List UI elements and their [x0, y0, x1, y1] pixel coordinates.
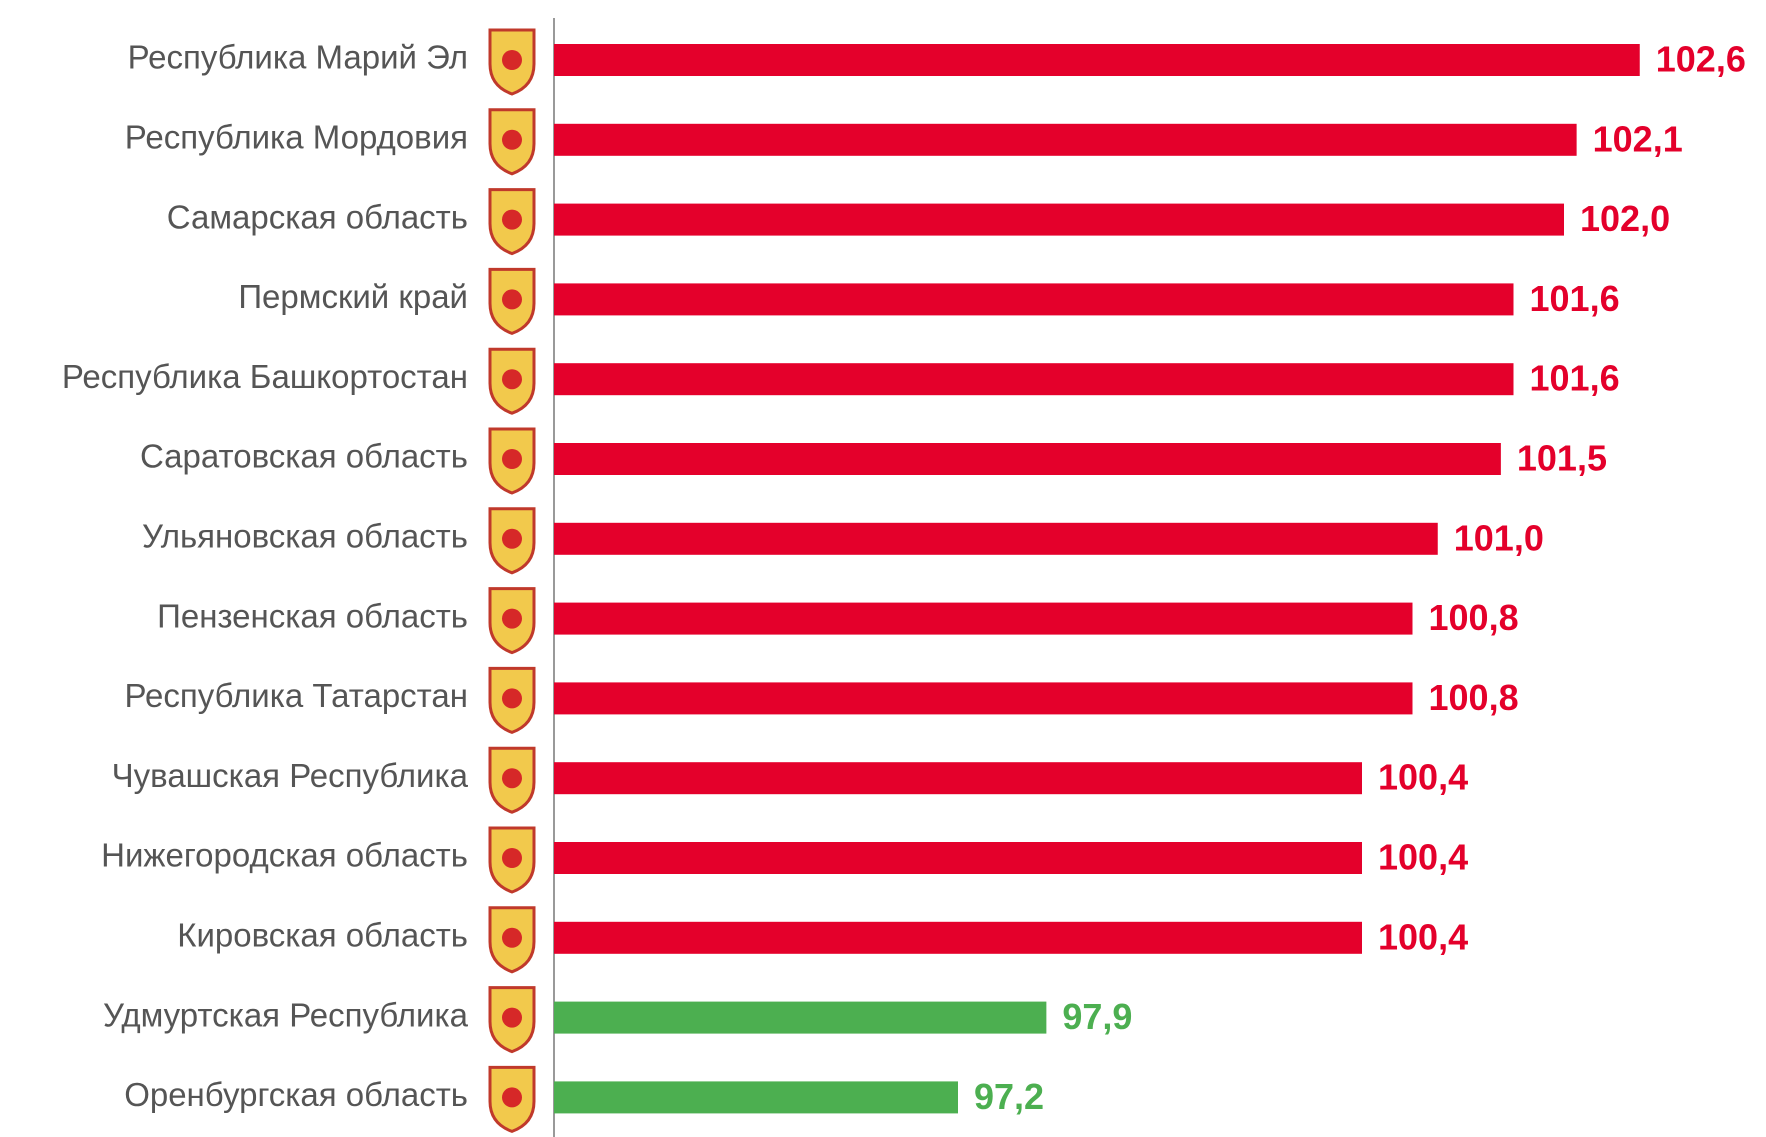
emblem-detail: [502, 449, 522, 469]
category-label: Самарская область: [167, 198, 468, 235]
category-label: Республика Татарстан: [124, 677, 468, 714]
bar: [554, 203, 1564, 236]
category-label: Нижегородская область: [101, 837, 468, 874]
emblem-detail: [502, 768, 522, 789]
emblem-detail: [502, 1007, 522, 1028]
emblem-detail: [502, 369, 522, 390]
value-label: 100,4: [1378, 916, 1468, 957]
value-label: 100,4: [1378, 837, 1468, 878]
value-label: 101,6: [1530, 278, 1620, 319]
value-label: 100,8: [1429, 597, 1519, 638]
bar: [554, 1081, 958, 1114]
bar: [554, 1001, 1047, 1034]
emblem-detail: [502, 927, 522, 948]
bar: [554, 44, 1640, 76]
value-label: 100,8: [1429, 677, 1519, 718]
value-label: 102,0: [1580, 198, 1670, 239]
value-label: 97,9: [1062, 996, 1132, 1037]
category-label: Кировская область: [177, 917, 468, 954]
value-label: 101,5: [1517, 438, 1607, 479]
bar: [554, 283, 1514, 316]
bar: [554, 522, 1438, 555]
value-label: 102,1: [1593, 118, 1683, 159]
value-label: 97,2: [974, 1076, 1044, 1117]
category-label: Республика Мордовия: [125, 119, 468, 156]
emblem-detail: [502, 608, 522, 629]
category-label: Республика Башкортостан: [62, 358, 468, 395]
bar: [554, 123, 1577, 156]
category-label: Ульяновская область: [142, 518, 468, 555]
emblem-detail: [502, 209, 522, 230]
emblem-detail: [502, 129, 522, 150]
category-label: Оренбургская область: [124, 1076, 468, 1113]
bar: [554, 443, 1501, 475]
value-label: 101,6: [1530, 358, 1620, 399]
emblem-detail: [502, 1087, 522, 1108]
emblem-detail: [502, 50, 522, 70]
category-label: Пермский край: [238, 278, 468, 315]
value-label: 102,6: [1656, 39, 1746, 80]
category-label: Республика Марий Эл: [128, 39, 468, 76]
emblem-detail: [502, 688, 522, 709]
category-label: Пензенская область: [157, 597, 468, 634]
value-label: 101,0: [1454, 517, 1544, 558]
bar: [554, 602, 1413, 635]
emblem-detail: [502, 528, 522, 549]
bar: [554, 921, 1362, 954]
category-label: Саратовская область: [140, 438, 468, 475]
emblem-detail: [502, 289, 522, 310]
bar: [554, 842, 1362, 874]
category-label: Удмуртская Республика: [103, 996, 469, 1033]
value-label: 100,4: [1378, 757, 1468, 798]
bar: [554, 762, 1362, 795]
bar: [554, 682, 1413, 715]
emblem-detail: [502, 848, 522, 868]
bar: [554, 363, 1514, 396]
category-label: Чувашская Республика: [112, 757, 469, 794]
